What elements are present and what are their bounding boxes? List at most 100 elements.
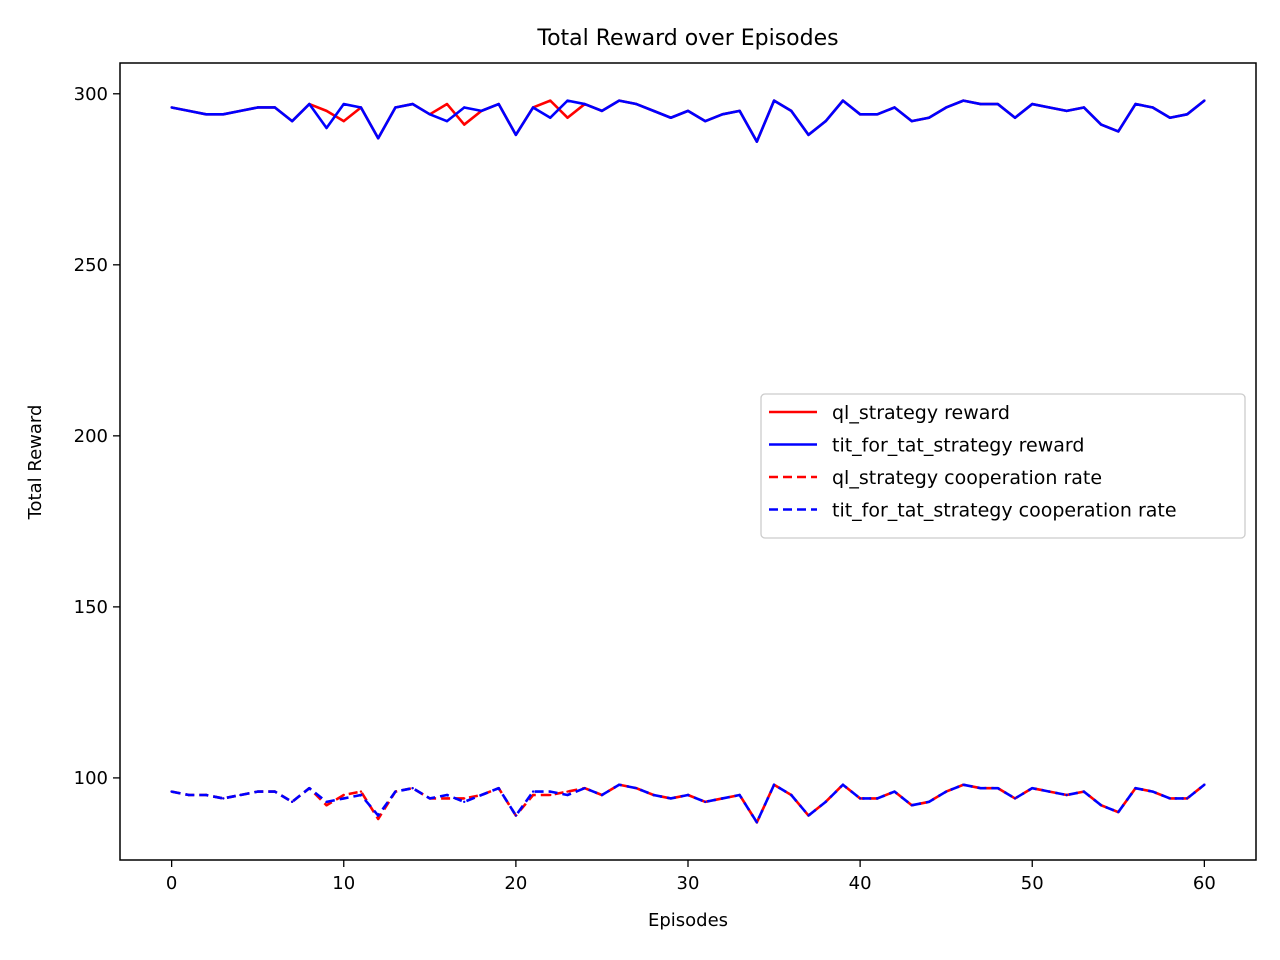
series-3 — [170, 783, 1206, 824]
data-point — [858, 797, 862, 800]
data-point — [962, 99, 965, 102]
legend-label: tit_for_tat_strategy cooperation rate — [832, 500, 1177, 522]
data-point — [342, 797, 345, 800]
data-point — [308, 102, 311, 106]
data-point — [1203, 783, 1206, 786]
data-point — [790, 109, 793, 113]
series-1 — [170, 99, 1206, 143]
data-point — [411, 102, 414, 106]
data-point — [1031, 786, 1034, 790]
data-point — [376, 814, 380, 817]
data-point — [566, 790, 569, 793]
legend: ql_strategy reward tit_for_tat_strategy r… — [760, 393, 1246, 539]
y-axis-ticks: 100 150 200 250 300 — [74, 84, 120, 789]
legend-label: ql_strategy cooperation rate — [832, 467, 1102, 489]
data-point — [910, 804, 913, 807]
data-point — [428, 797, 432, 800]
x-tick-label: 0 — [166, 873, 177, 894]
data-point — [531, 106, 535, 109]
data-point — [445, 797, 449, 800]
data-point — [1013, 116, 1017, 119]
data-point — [583, 102, 586, 106]
legend-label: tit_for_tat_strategy reward — [832, 435, 1084, 457]
data-point — [204, 113, 208, 116]
data-point — [1048, 790, 1051, 793]
data-point — [325, 126, 328, 130]
data-point — [239, 793, 242, 797]
data-point — [445, 102, 449, 106]
data-point — [342, 102, 345, 106]
x-axis-ticks: 0 10 20 30 40 50 60 — [166, 860, 1216, 894]
y-axis-label: Total Reward — [25, 405, 46, 521]
data-point — [514, 814, 518, 817]
data-point — [308, 786, 311, 790]
data-point — [807, 814, 810, 817]
data-point — [445, 793, 449, 797]
data-point — [463, 123, 466, 126]
data-point — [790, 793, 793, 797]
data-point — [463, 797, 466, 800]
data-point — [411, 786, 414, 790]
data-point — [463, 800, 466, 804]
data-point — [1031, 102, 1034, 106]
data-point — [1013, 797, 1017, 800]
legend-box — [760, 393, 1246, 539]
series-layer — [170, 99, 1206, 824]
data-point — [824, 800, 827, 804]
data-point — [325, 804, 328, 807]
data-point — [617, 783, 621, 786]
data-point — [1185, 113, 1189, 116]
data-point — [669, 797, 672, 800]
data-point — [187, 109, 191, 113]
data-point — [600, 793, 604, 797]
data-point — [187, 793, 191, 797]
data-point — [841, 783, 845, 786]
data-point — [1185, 797, 1189, 800]
data-point — [359, 790, 363, 793]
data-point — [394, 106, 397, 109]
data-point — [876, 113, 879, 116]
data-point — [979, 786, 982, 790]
data-point — [290, 119, 294, 123]
data-point — [1099, 123, 1103, 126]
data-point — [893, 106, 896, 109]
data-point — [325, 800, 328, 804]
data-point — [893, 790, 896, 793]
data-point — [996, 102, 1000, 106]
data-point — [669, 116, 672, 119]
data-point — [755, 821, 759, 824]
data-point — [239, 109, 242, 113]
data-point — [1082, 790, 1086, 793]
data-point — [1168, 116, 1172, 119]
data-point — [858, 113, 862, 116]
data-point — [290, 800, 294, 804]
data-point — [772, 99, 776, 102]
data-point — [222, 113, 225, 116]
data-point — [480, 793, 483, 797]
data-point — [1117, 810, 1120, 814]
data-point — [256, 106, 259, 109]
series-2 — [170, 783, 1206, 824]
data-point — [325, 109, 328, 113]
data-point — [566, 99, 569, 102]
data-point — [376, 817, 380, 821]
data-point — [721, 113, 724, 116]
data-point — [1203, 99, 1206, 102]
data-point — [635, 102, 638, 106]
data-point — [600, 109, 604, 113]
data-point — [652, 793, 655, 797]
data-point — [876, 797, 879, 800]
data-point — [1065, 109, 1068, 113]
data-point — [944, 790, 948, 793]
x-tick-label: 20 — [504, 873, 527, 894]
data-point — [1168, 797, 1172, 800]
y-tick-label: 300 — [74, 84, 108, 105]
data-point — [497, 786, 500, 790]
data-point — [1082, 106, 1086, 109]
data-point — [549, 116, 552, 119]
data-point — [927, 800, 931, 804]
data-point — [1151, 106, 1154, 109]
data-point — [1117, 130, 1120, 133]
data-point — [1134, 102, 1137, 106]
